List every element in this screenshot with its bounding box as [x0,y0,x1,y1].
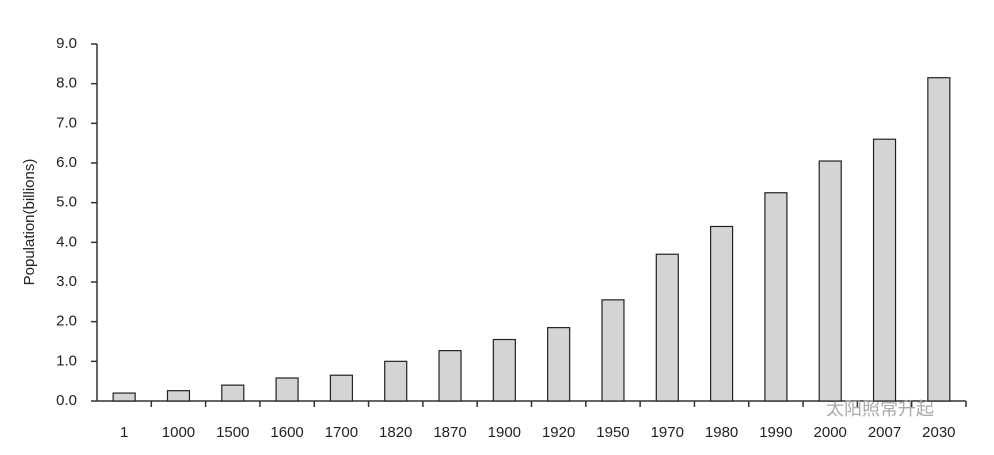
bar [275,377,299,402]
bar [872,138,897,402]
x-tick-label: 1500 [216,424,249,441]
watermark: 太阳照常升起 [826,399,934,419]
x-tick-label: 1920 [542,424,575,441]
bar [764,192,788,402]
y-axis-label: Population(billions) [21,159,38,286]
y-tick-label: 8.0 [56,75,77,92]
bar [438,350,462,402]
bar [221,384,245,402]
x-tick-label: 1900 [488,424,521,441]
bar [927,77,951,402]
y-tick-label: 2.0 [56,313,77,330]
y-tick-label: 4.0 [56,233,77,250]
x-tick-label: 1950 [596,424,629,441]
x-tick-label: 2030 [922,424,955,441]
bar [818,160,842,402]
x-tick-label: 1700 [325,424,358,441]
y-tick-label: 1.0 [56,352,77,369]
bar [112,392,136,402]
y-tick-label: 5.0 [56,194,77,211]
x-tick-label: 1 [120,424,128,441]
bar [601,299,625,402]
bar [709,225,734,402]
bar [329,374,354,402]
bar [492,338,516,402]
x-tick-label: 1000 [162,424,195,441]
y-tick-label: 3.0 [56,273,77,290]
x-tick-label: 2007 [868,424,901,441]
x-tick-label: 2000 [814,424,847,441]
y-tick-label: 7.0 [56,114,77,131]
x-tick-label: 1970 [651,424,684,441]
y-tick-label: 6.0 [56,154,77,171]
bar [384,360,408,402]
y-tick-label: 9.0 [56,35,77,52]
x-tick-label: 1600 [270,424,303,441]
bar [547,327,571,402]
y-tick-label: 0.0 [56,392,77,409]
bar [166,390,191,402]
x-tick-label: 1990 [759,424,792,441]
bar [655,253,679,402]
x-tick-label: 1820 [379,424,412,441]
x-tick-label: 1980 [705,424,738,441]
x-tick-label: 1870 [433,424,466,441]
